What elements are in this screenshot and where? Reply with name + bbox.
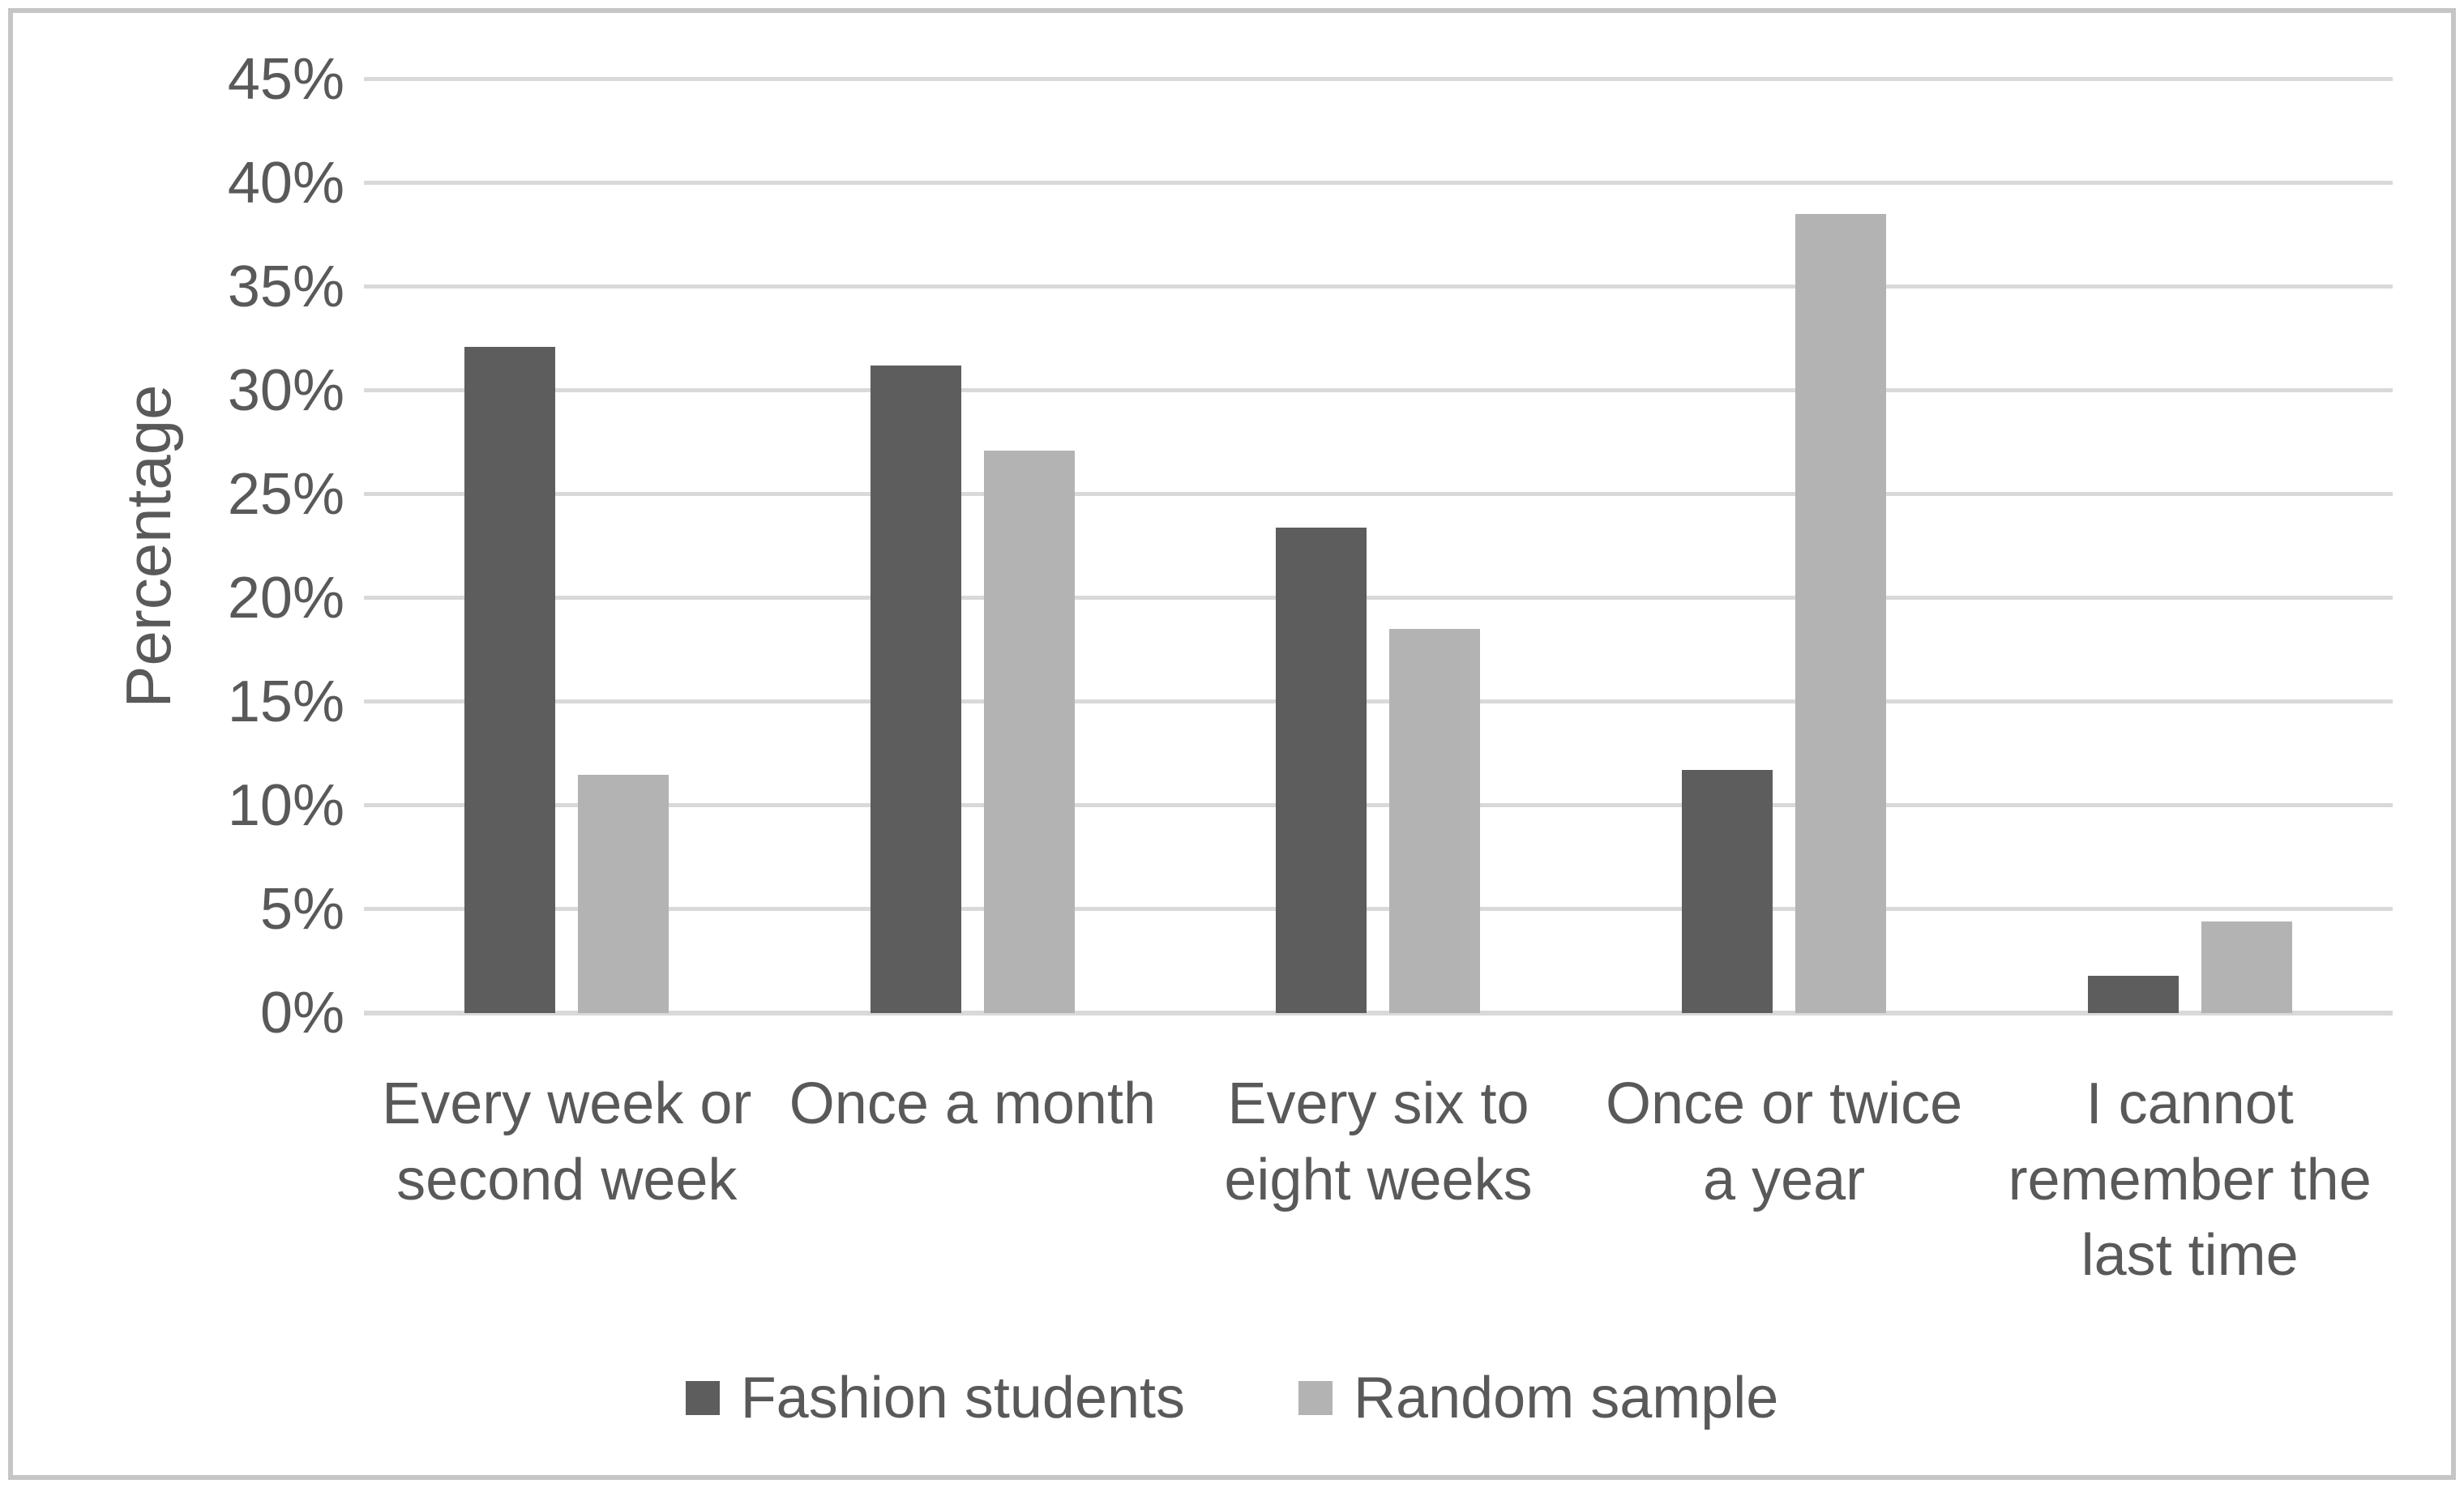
bar-random-sample-once-a-month xyxy=(983,451,1075,1013)
bar-fashion-students-once-a-month xyxy=(870,366,961,1013)
x-axis-baseline xyxy=(364,1011,2393,1016)
x-axis-category-label-once-a-month: Once a month xyxy=(789,1071,1157,1136)
bar-fashion-students-i-cannot-remember-the-last-time xyxy=(2087,975,2179,1013)
x-axis-category-label-every-six-to-eight-weeks: Every six to eight weeks xyxy=(1224,1071,1533,1212)
y-axis-tick-label-20pct: 20% xyxy=(227,566,344,631)
bar-group-once-or-twice-a-year xyxy=(1581,79,1987,1013)
chart-frame: Percentage 0% 5% 10% 15% 20% 25% 30% 35% 40% 45% … xyxy=(8,8,2456,1480)
gridline-5pct xyxy=(364,907,2393,911)
bars-layer xyxy=(364,79,2393,1013)
gridline-35pct xyxy=(364,284,2393,289)
x-axis-category-labels: Every week or second week Once a month Eve… xyxy=(364,1067,2393,1294)
y-axis-tick-label-5pct: 5% xyxy=(259,877,344,942)
bar-group-every-six-to-eight-weeks xyxy=(1175,79,1581,1013)
y-axis-tick-label-0pct: 0% xyxy=(259,981,344,1045)
bar-group-every-week-or-second-week xyxy=(364,79,770,1013)
gridline-20pct xyxy=(364,596,2393,600)
x-axis-category-label-i-cannot-remember-the-last-time: I cannot remember the last time xyxy=(2008,1071,2372,1289)
bar-fashion-students-once-or-twice-a-year xyxy=(1682,770,1773,1013)
legend-label-random-sample: Random sample xyxy=(1354,1366,1779,1430)
plot-area xyxy=(364,77,2393,1016)
bar-random-sample-once-or-twice-a-year xyxy=(1795,214,1887,1013)
gridline-25pct xyxy=(364,492,2393,496)
legend-label-fashion-students: Fashion students xyxy=(740,1366,1186,1430)
y-axis-tick-label-25pct: 25% xyxy=(227,462,344,527)
bar-fashion-students-every-six-to-eight-weeks xyxy=(1276,527,1367,1013)
legend-item-fashion-students: Fashion students xyxy=(685,1365,1186,1431)
y-axis-tick-label-30pct: 30% xyxy=(227,358,344,423)
x-axis-category-label-every-week-or-second-week: Every week or second week xyxy=(382,1071,752,1212)
gridline-15pct xyxy=(364,699,2393,703)
legend-swatch-fashion-students xyxy=(685,1381,720,1415)
legend-item-random-sample: Random sample xyxy=(1298,1365,1778,1431)
bar-fashion-students-every-week-or-second-week xyxy=(464,347,556,1013)
y-axis-tick-label-15pct: 15% xyxy=(227,669,344,734)
gridline-30pct xyxy=(364,388,2393,392)
gridline-10pct xyxy=(364,803,2393,807)
y-axis-tick-label-10pct: 10% xyxy=(227,773,344,838)
legend: Fashion students Random sample xyxy=(13,1365,2451,1431)
y-axis-tick-label-45pct: 45% xyxy=(227,47,344,112)
gridline-40pct xyxy=(364,181,2393,185)
gridline-45pct xyxy=(364,77,2393,81)
bar-group-i-cannot-remember-the-last-time xyxy=(1987,79,2393,1013)
x-axis-category-label-once-or-twice-a-year: Once or twice a year xyxy=(1606,1071,1963,1212)
bar-random-sample-every-week-or-second-week xyxy=(578,774,669,1013)
bar-group-once-a-month xyxy=(770,79,1176,1013)
bar-random-sample-every-six-to-eight-weeks xyxy=(1389,629,1481,1013)
y-axis-tick-label-35pct: 35% xyxy=(227,254,344,319)
y-axis-tick-label-40pct: 40% xyxy=(227,151,344,216)
bar-random-sample-i-cannot-remember-the-last-time xyxy=(2201,921,2292,1013)
legend-swatch-random-sample xyxy=(1298,1381,1333,1415)
